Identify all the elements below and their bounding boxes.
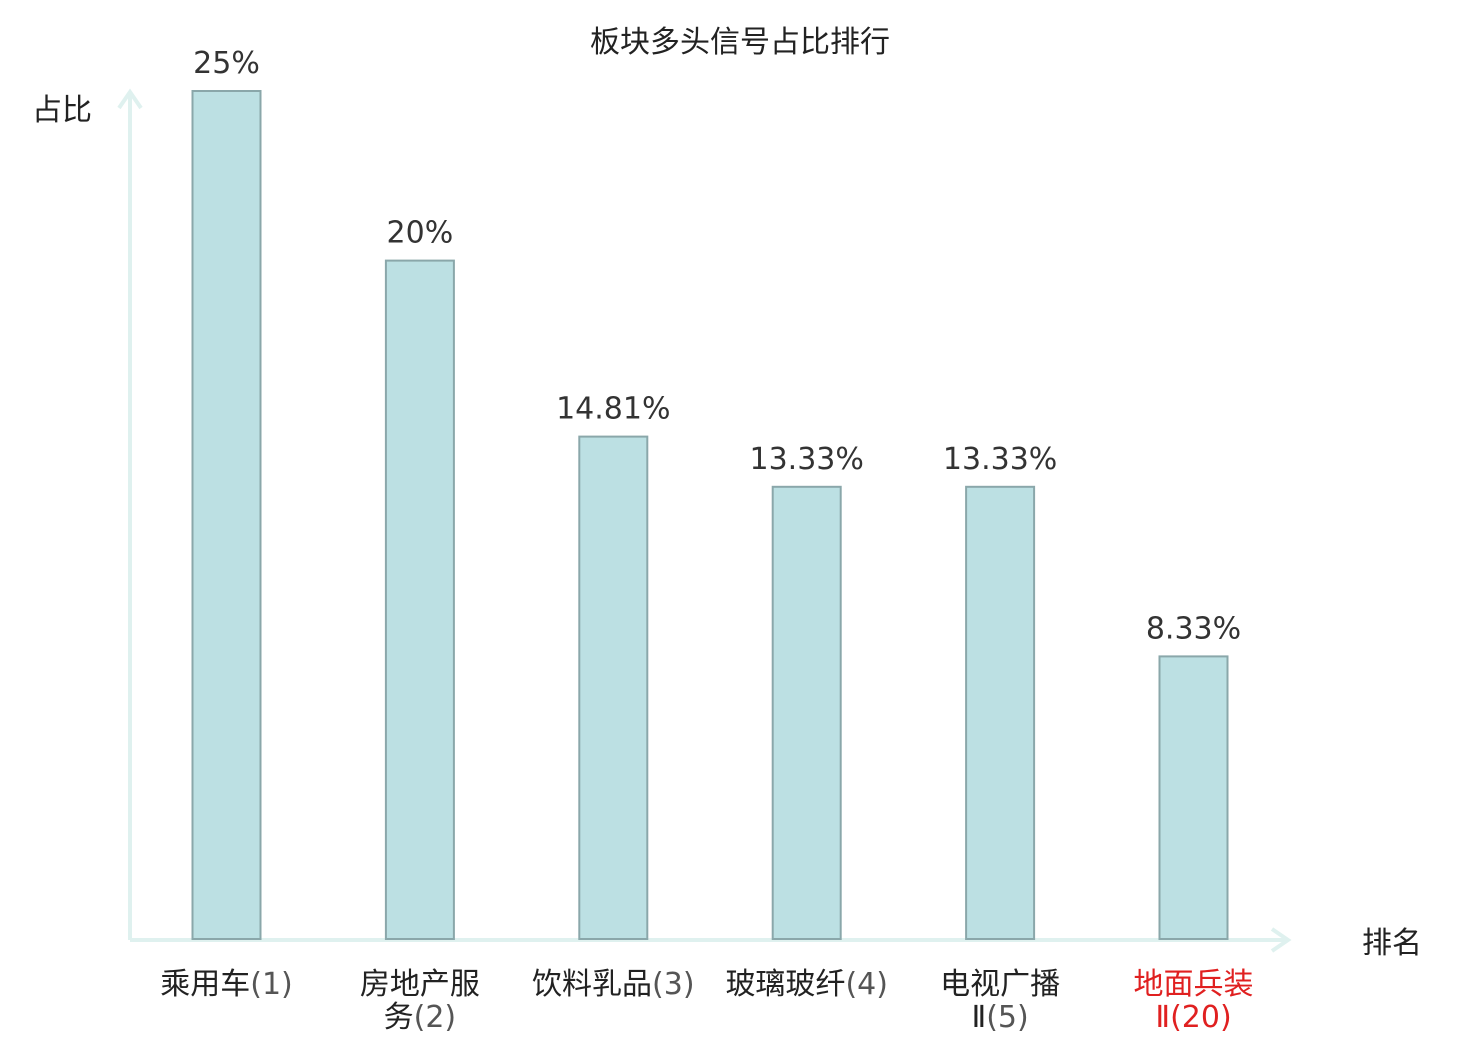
x-tick-rank: (1) (250, 967, 293, 1002)
x-tick-rank: (20) (1170, 1000, 1232, 1035)
x-tick-label-line: 务(2) (384, 1000, 457, 1035)
bar-value-label: 14.81% (556, 392, 670, 427)
x-tick-name: 饮料乳品 (532, 967, 652, 1002)
bar-value-label: 25% (193, 46, 260, 81)
x-tick-label: 玻璃玻纤(4) (725, 967, 888, 1002)
bar-value-label: 20% (387, 216, 454, 251)
x-axis-label: 排名 (1362, 926, 1422, 961)
bar (771, 485, 842, 940)
x-tick-label-line: Ⅱ(20) (1155, 1000, 1231, 1035)
x-tick-label: 饮料乳品(3) (532, 967, 695, 1002)
x-tick-label-line: Ⅱ(5) (971, 1000, 1028, 1035)
x-tick-label: 乘用车(1) (160, 967, 293, 1002)
x-tick-rank: (5) (986, 1000, 1029, 1035)
y-axis-arrow-icon (117, 88, 143, 110)
bar-value-label: 13.33% (750, 442, 864, 477)
x-tick-label-line: 电视广播 (940, 967, 1060, 1002)
x-tick-label-line: 饮料乳品(3) (532, 967, 695, 1002)
bar (578, 435, 649, 940)
y-axis-label: 占比 (32, 93, 92, 128)
bar-value-label: 8.33% (1146, 611, 1241, 646)
value-labels-group: 25% 20% 14.81% 13.33% 13.33% 8.33% (193, 46, 1241, 646)
bar-value-label: 13.33% (943, 442, 1057, 477)
chart-title: 板块多头信号占比排行 (590, 25, 890, 60)
x-tick-label-line: 房地产服 (360, 967, 480, 1002)
x-tick-label: 电视广播 Ⅱ(5) (940, 967, 1060, 1035)
x-axis-arrow-icon (1270, 927, 1292, 953)
x-tick-label-line: 玻璃玻纤(4) (725, 967, 888, 1002)
x-tick-name: Ⅱ (1155, 1000, 1170, 1035)
x-tick-label: 地面兵装 Ⅱ(20) (1134, 967, 1254, 1035)
bar (191, 90, 262, 940)
bar (384, 259, 455, 941)
x-tick-rank: (4) (845, 967, 888, 1002)
bars-group (191, 90, 1229, 941)
x-tick-label-line: 乘用车(1) (160, 967, 293, 1002)
bar (1158, 655, 1229, 941)
x-tick-name: 务 (384, 1000, 414, 1035)
x-tick-rank: (2) (414, 1000, 457, 1035)
x-tick-label-line: 地面兵装 (1134, 967, 1254, 1002)
x-tick-rank: (3) (652, 967, 695, 1002)
axes (117, 88, 1292, 953)
x-tick-name: 乘用车 (160, 967, 250, 1002)
x-tick-labels-group: 乘用车(1) 房地产服务(2)饮料乳品(3) 玻璃玻纤(4) 电视广播 Ⅱ(5)地面兵装… (160, 967, 1253, 1035)
x-tick-name: 玻璃玻纤 (725, 967, 845, 1002)
x-tick-label: 房地产服务(2) (360, 967, 480, 1035)
bar (965, 485, 1036, 940)
x-tick-name: Ⅱ (971, 1000, 986, 1035)
